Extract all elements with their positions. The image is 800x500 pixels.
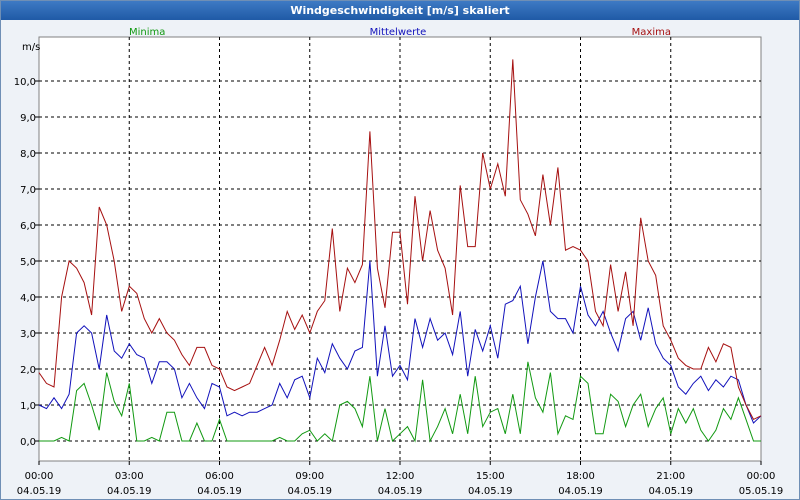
y-axis-label: m/s: [22, 42, 40, 53]
x-tick-date-label: 04.05.19: [558, 486, 603, 497]
x-tick-time-label: 00:00: [25, 471, 54, 482]
y-tick-label: 2,0: [20, 365, 36, 376]
x-axis-ticks: 00:00 04.05.19 03:00 04.05.19 06:00 04.05.19 0…: [17, 461, 784, 497]
y-tick-label: 3,0: [20, 329, 36, 340]
legend-maxima: Maxima: [632, 27, 671, 38]
grid-lines: [39, 37, 761, 461]
x-tick-date-label: 04.05.19: [17, 486, 62, 497]
y-axis-ticks: 0,0 1,0 2,0 3,0 4,0 5,0 6,0 7,0 8,0 9,0 10,0: [14, 77, 39, 448]
series-lines: [38, 59, 762, 443]
x-tick-time-label: 06:00: [205, 471, 234, 482]
x-tick-date-label: 04.05.19: [197, 486, 242, 497]
y-tick-label: 8,0: [20, 149, 36, 160]
y-tick-label: 0,0: [20, 437, 36, 448]
x-tick-time-label: 12:00: [386, 471, 415, 482]
y-tick-label: 4,0: [20, 293, 36, 304]
x-tick-date-label: 04.05.19: [648, 486, 693, 497]
x-tick-time-label: 03:00: [115, 471, 144, 482]
x-tick-time-label: 09:00: [295, 471, 324, 482]
window-title: Windgeschwindigkeit [m/s] skaliert: [1, 1, 799, 20]
x-tick-date-label: 04.05.19: [468, 486, 513, 497]
x-tick-time-label: 21:00: [656, 471, 685, 482]
legend-mittelwerte: Mittelwerte: [370, 27, 427, 38]
y-tick-label: 5,0: [20, 257, 36, 268]
y-tick-label: 6,0: [20, 221, 36, 232]
x-tick-time-label: 15:00: [476, 471, 505, 482]
y-tick-label: 1,0: [20, 401, 36, 412]
x-tick-date-label: 04.05.19: [107, 486, 152, 497]
y-tick-label: 9,0: [20, 113, 36, 124]
series-line-min: [39, 361, 761, 443]
legend-minima: Minima: [129, 27, 165, 38]
x-tick-date-label: 05.05.19: [739, 486, 784, 497]
series-line-mean: [38, 260, 762, 424]
x-tick-date-label: 04.05.19: [378, 486, 423, 497]
x-tick-time-label: 00:00: [747, 471, 776, 482]
x-tick-date-label: 04.05.19: [287, 486, 332, 497]
series-line-max: [38, 59, 762, 421]
y-tick-label: 7,0: [20, 185, 36, 196]
y-tick-label: 10,0: [14, 77, 36, 88]
x-tick-time-label: 18:00: [566, 471, 595, 482]
